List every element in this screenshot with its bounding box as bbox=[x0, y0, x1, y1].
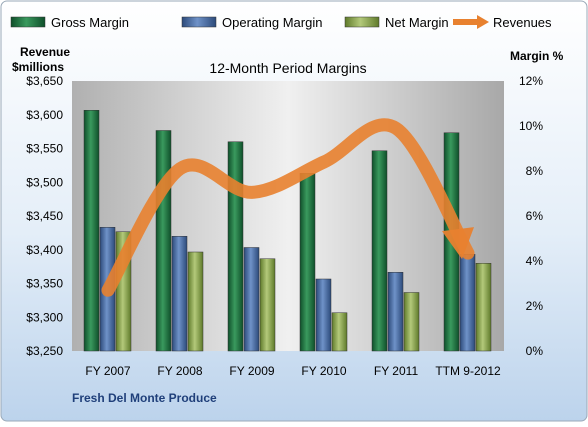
left-tick-label: $3,550 bbox=[26, 142, 63, 156]
bar-operating-margin bbox=[387, 272, 404, 352]
bar-gross-margin bbox=[83, 110, 100, 352]
company-name: Fresh Del Monte Produce bbox=[72, 391, 217, 405]
right-tick-label: 0% bbox=[526, 344, 544, 358]
category-label: FY 2011 bbox=[374, 364, 419, 378]
right-tick-label: 10% bbox=[519, 119, 543, 133]
left-tick-label: $3,650 bbox=[26, 74, 63, 88]
bar-net-margin bbox=[259, 258, 276, 352]
bar-gross-margin bbox=[155, 130, 172, 352]
category-label: FY 2010 bbox=[301, 364, 346, 378]
category-label: TTM 9-2012 bbox=[435, 364, 501, 378]
left-tick-label: $3,400 bbox=[26, 243, 63, 257]
bar-gross-margin bbox=[371, 150, 388, 352]
bar-operating-margin bbox=[315, 278, 332, 352]
legend-arrow-icon bbox=[477, 15, 489, 29]
legend-label: Operating Margin bbox=[222, 15, 322, 30]
legend-swatch-operating-margin bbox=[181, 16, 217, 28]
left-tick-label: $3,250 bbox=[26, 344, 63, 358]
category-label: FY 2009 bbox=[229, 364, 274, 378]
bar-net-margin bbox=[403, 292, 420, 352]
legend-swatch-gross-margin bbox=[10, 16, 46, 28]
bar-net-margin bbox=[331, 312, 348, 352]
bar-net-margin bbox=[475, 263, 492, 352]
right-axis-ticks: 0% 2% 4% 6% 8% 10% 12% bbox=[519, 74, 543, 358]
legend-swatch-net-margin bbox=[344, 16, 380, 28]
left-tick-label: $3,350 bbox=[26, 277, 63, 291]
category-label: FY 2007 bbox=[85, 364, 130, 378]
left-tick-label: $3,500 bbox=[26, 175, 63, 189]
left-tick-label: $3,600 bbox=[26, 108, 63, 122]
revenue-line bbox=[101, 118, 475, 297]
legend-label: Revenues bbox=[493, 15, 552, 30]
legend: Gross Margin Operating Margin Net Margin Re… bbox=[10, 15, 552, 30]
right-tick-label: 6% bbox=[526, 209, 544, 223]
right-tick-label: 8% bbox=[526, 164, 544, 178]
plot-area bbox=[72, 81, 504, 351]
bar-operating-margin bbox=[171, 236, 188, 352]
bar-operating-margin bbox=[243, 247, 260, 352]
left-tick-label: $3,450 bbox=[26, 209, 63, 223]
left-axis-label-line2: $millions bbox=[12, 60, 64, 74]
bar-net-margin bbox=[187, 251, 204, 352]
right-tick-label: 12% bbox=[519, 74, 543, 88]
legend-label: Gross Margin bbox=[51, 15, 129, 30]
bar-gross-margin bbox=[227, 141, 244, 352]
chart-title: 12-Month Period Margins bbox=[209, 60, 366, 76]
right-tick-label: 2% bbox=[526, 299, 544, 313]
revenue-arrowhead bbox=[442, 227, 474, 260]
legend-label: Net Margin bbox=[385, 15, 449, 30]
bar-operating-margin bbox=[459, 254, 476, 352]
bar-gross-margin bbox=[299, 173, 316, 352]
left-tick-label: $3,300 bbox=[26, 310, 63, 324]
right-tick-label: 4% bbox=[526, 254, 544, 268]
category-label: FY 2008 bbox=[157, 364, 202, 378]
category-labels: FY 2007 FY 2008 FY 2009 FY 2010 FY 2011 TTM 9… bbox=[85, 364, 501, 378]
revenue-line-path bbox=[101, 118, 475, 297]
right-axis-label: Margin % bbox=[510, 49, 564, 63]
left-axis-ticks: $3,250 $3,300 $3,350 $3,400 $3,450 $3,500 $3,5… bbox=[26, 74, 63, 358]
left-axis-label-line1: Revenue bbox=[20, 45, 70, 59]
